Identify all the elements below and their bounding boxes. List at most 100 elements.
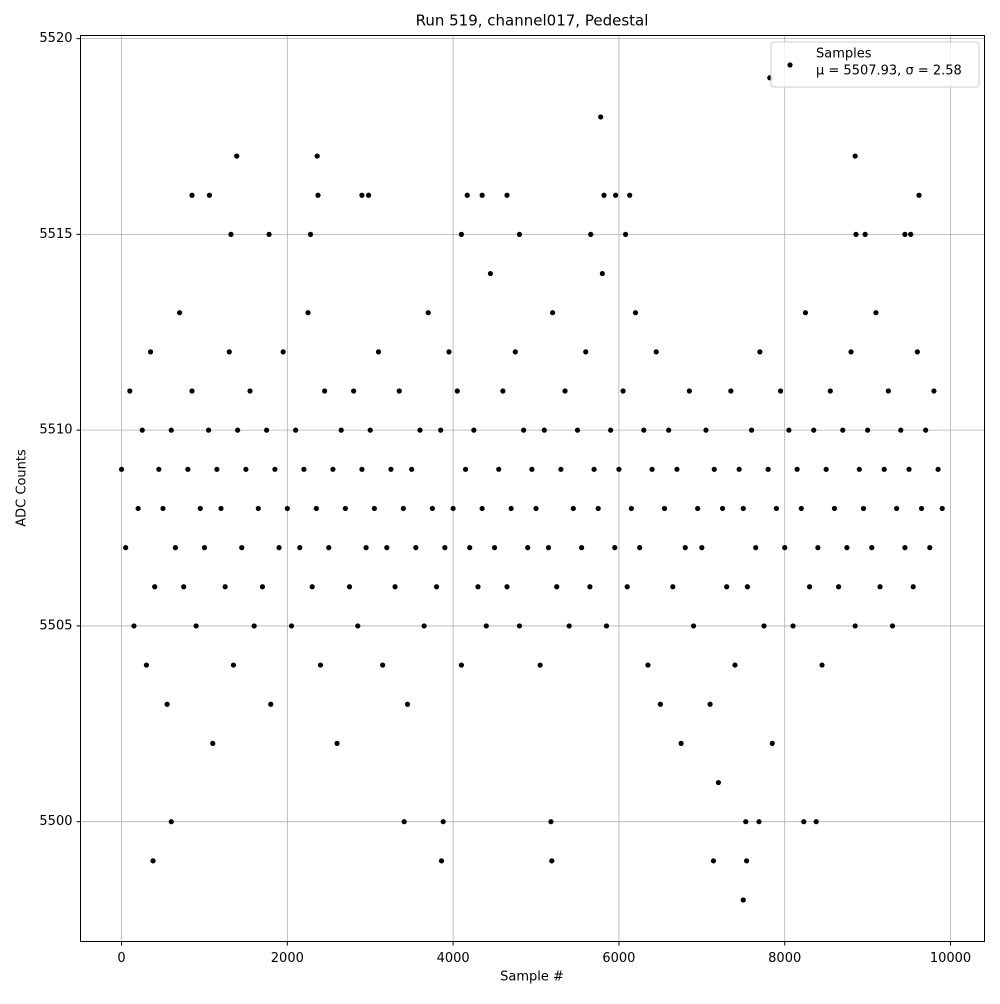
point	[239, 545, 245, 551]
point	[748, 427, 755, 433]
point	[479, 192, 485, 198]
point	[798, 505, 804, 512]
point	[367, 427, 373, 433]
point	[728, 388, 734, 394]
legend: Samples μ = 5507.93, σ = 2.58	[770, 41, 980, 88]
point	[471, 427, 477, 433]
point	[603, 623, 610, 629]
point	[409, 466, 415, 472]
point	[889, 623, 896, 629]
point	[811, 427, 817, 433]
point	[885, 388, 891, 394]
point	[185, 466, 191, 472]
point	[537, 662, 543, 668]
point	[550, 310, 556, 316]
point	[881, 466, 887, 472]
point	[326, 545, 332, 551]
point	[666, 427, 672, 433]
x-tick-label: 10000	[930, 951, 971, 966]
point	[562, 388, 568, 394]
y-tick-label: 5515	[39, 227, 72, 242]
point	[918, 505, 925, 512]
point	[813, 819, 819, 825]
point	[836, 584, 842, 590]
point	[307, 231, 314, 237]
point	[902, 231, 908, 237]
point	[454, 388, 460, 394]
point	[384, 545, 390, 551]
point	[314, 153, 320, 159]
point	[670, 584, 676, 590]
legend-marker	[787, 62, 793, 68]
point	[588, 231, 594, 237]
point	[218, 505, 224, 512]
point	[908, 231, 914, 237]
point	[613, 192, 619, 198]
point	[297, 545, 303, 551]
point	[288, 623, 295, 629]
point	[251, 623, 257, 629]
point	[371, 505, 377, 512]
point	[234, 427, 241, 433]
grid	[80, 35, 985, 942]
legend-note: μ = 5507.93, σ = 2.58	[816, 64, 962, 79]
point	[375, 349, 382, 355]
point	[653, 349, 659, 355]
point	[438, 858, 445, 864]
point	[243, 466, 249, 472]
point	[520, 427, 527, 433]
y-tick-label: 5520	[39, 31, 72, 46]
point	[574, 427, 581, 433]
point	[317, 662, 324, 668]
point	[869, 545, 875, 551]
point	[210, 740, 216, 746]
point	[446, 349, 452, 355]
point	[591, 466, 597, 472]
point	[491, 545, 498, 551]
point	[877, 584, 883, 590]
point	[794, 466, 800, 472]
point	[475, 584, 481, 590]
point	[496, 466, 502, 472]
point	[417, 427, 423, 433]
point	[935, 466, 941, 472]
point	[322, 388, 328, 394]
point	[228, 231, 234, 237]
point	[131, 623, 137, 629]
point	[686, 388, 692, 394]
point	[160, 505, 166, 512]
point	[346, 584, 353, 590]
point	[715, 779, 721, 786]
point	[756, 819, 762, 825]
point	[464, 192, 470, 198]
point	[425, 310, 431, 316]
point	[189, 192, 195, 198]
point	[193, 623, 199, 629]
point	[661, 505, 668, 512]
point	[164, 701, 170, 707]
point	[773, 505, 780, 512]
point	[309, 584, 315, 590]
point	[508, 505, 514, 512]
point	[802, 310, 809, 316]
point	[761, 623, 767, 629]
point	[862, 231, 868, 237]
point	[632, 310, 639, 316]
point	[806, 584, 813, 590]
point	[433, 584, 440, 590]
point	[710, 858, 717, 864]
point	[365, 192, 372, 198]
point	[172, 545, 179, 551]
point	[732, 662, 738, 668]
legend-label: Samples	[816, 47, 872, 62]
point	[853, 231, 859, 237]
point	[272, 466, 278, 472]
point	[201, 545, 208, 551]
point	[860, 505, 867, 512]
point	[479, 505, 485, 512]
point	[873, 310, 879, 316]
point	[840, 427, 846, 433]
point	[558, 466, 564, 472]
point	[910, 584, 916, 590]
